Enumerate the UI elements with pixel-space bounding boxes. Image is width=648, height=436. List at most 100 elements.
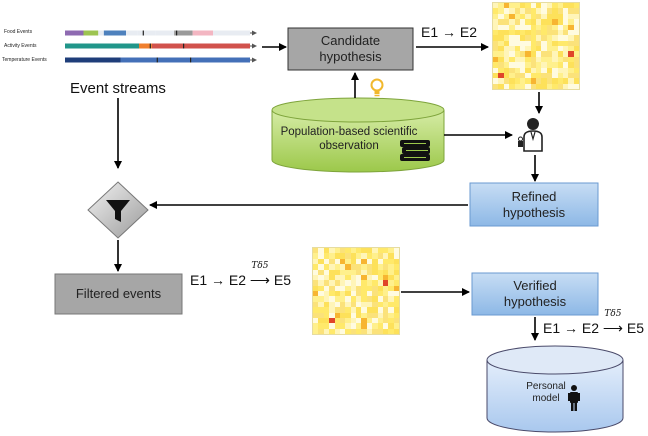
heatmap-cell xyxy=(318,312,324,318)
heatmap-cell xyxy=(557,83,563,89)
heatmap-cell xyxy=(503,56,510,63)
heatmap-cell xyxy=(552,83,558,89)
heatmap-cell xyxy=(536,56,542,63)
heatmap-cell xyxy=(573,46,579,52)
heatmap-cell xyxy=(339,280,346,286)
heatmap-cell xyxy=(329,307,335,313)
heatmap-cell xyxy=(498,29,504,36)
heatmap-cell xyxy=(541,83,547,89)
heatmap-cell xyxy=(541,67,547,73)
heatmap-cell xyxy=(339,269,346,275)
heatmap-cell xyxy=(382,328,389,334)
heatmap-cell xyxy=(382,253,389,259)
heatmap-cell xyxy=(372,264,378,270)
stream-segment xyxy=(120,57,250,63)
heatmap-cell xyxy=(366,269,373,275)
heatmap-cell xyxy=(329,253,335,259)
heatmap-cell xyxy=(313,328,319,334)
heatmap-cell xyxy=(530,46,536,52)
heatmap-cell xyxy=(536,19,542,25)
heatmap-cell xyxy=(552,72,558,79)
heatmap-cell xyxy=(323,274,330,281)
heatmap-cell xyxy=(568,24,574,30)
heatmap-cell xyxy=(562,72,569,79)
heatmap-cell xyxy=(318,291,324,297)
heatmap-cell xyxy=(345,248,351,254)
formula-verified-superscript: Tδ5 xyxy=(604,309,622,319)
heatmap-cell xyxy=(568,56,574,63)
heatmap-cell xyxy=(318,248,324,254)
heatmap-cell xyxy=(323,301,330,308)
heatmap-cell xyxy=(366,253,373,259)
heatmap-cell xyxy=(503,8,510,14)
person-icon xyxy=(568,385,580,411)
heatmap-cell xyxy=(509,67,515,73)
heatmap-cell xyxy=(366,296,373,302)
heatmap-cell xyxy=(530,72,536,79)
heatmap-cell xyxy=(562,62,569,68)
heatmap-cell xyxy=(573,56,579,63)
heatmap-cell xyxy=(366,248,373,254)
personal-model-label: Personal model xyxy=(526,381,566,404)
heatmap-cell xyxy=(519,3,526,9)
heatmap-cell xyxy=(562,56,569,63)
stream-label-food: Food Events xyxy=(4,29,33,35)
filtered-events-label: Filtered events xyxy=(75,286,162,302)
heatmap-cell xyxy=(530,83,536,89)
heatmap-cell xyxy=(557,24,563,30)
heatmap-cell xyxy=(382,307,389,313)
formula-filtered-left: E1 → E2 xyxy=(190,272,247,288)
heatmap-cell xyxy=(377,253,383,259)
heatmap-cell xyxy=(318,258,324,265)
heatmap-cell xyxy=(503,19,510,25)
heatmap-cell xyxy=(525,19,531,25)
heatmap-cell xyxy=(493,51,499,57)
heatmap-cell xyxy=(546,3,553,9)
heatmap-cell xyxy=(568,78,574,84)
heatmap-cell xyxy=(350,253,356,259)
heatmap-cell xyxy=(557,40,563,46)
heatmap-cell xyxy=(313,280,319,286)
heatmap-cell xyxy=(366,307,373,313)
heatmap-cell xyxy=(361,274,367,281)
heatmap-cell xyxy=(339,296,346,302)
heatmap-cell xyxy=(562,67,569,73)
heatmap-cell xyxy=(557,29,563,36)
heatmap-cell xyxy=(372,317,378,324)
stream-segment xyxy=(192,30,213,36)
heatmap-cell xyxy=(393,264,399,270)
heatmap-cell xyxy=(334,258,340,265)
heatmap-cell xyxy=(525,83,531,89)
heatmap-cell xyxy=(318,285,324,291)
heatmap-cell xyxy=(498,67,504,73)
heatmap-cell xyxy=(519,67,526,73)
heatmap-cell xyxy=(552,35,558,41)
formula-filtered-superscript: Tδ5 xyxy=(251,261,269,271)
heatmap-cell xyxy=(323,258,330,265)
heatmap-cell xyxy=(546,46,553,52)
heatmap-cell xyxy=(493,24,499,30)
heatmap-cell xyxy=(393,296,399,302)
heatmap-cell xyxy=(323,280,330,286)
heatmap-cell xyxy=(339,307,346,313)
population-label: Population-based scientific observation xyxy=(280,126,418,152)
heatmap-cell xyxy=(350,291,356,297)
heatmap-cell xyxy=(329,291,335,297)
heatmap-cell xyxy=(393,307,399,313)
heatmap-cell xyxy=(382,285,389,291)
heatmap-cell xyxy=(356,296,362,302)
heatmap-cell xyxy=(498,13,504,20)
stream-segment xyxy=(126,30,138,36)
heatmap-cell xyxy=(562,3,569,9)
heatmap-cell xyxy=(573,29,579,36)
heatmap-cell xyxy=(536,72,542,79)
heatmap-cell xyxy=(366,312,373,318)
heatmap-cell xyxy=(393,258,399,265)
heatmap-cell xyxy=(372,285,378,291)
heatmap-cell xyxy=(546,72,553,79)
heatmap-cell xyxy=(318,269,324,275)
heatmap-cell xyxy=(519,78,526,84)
heatmap-cell xyxy=(388,248,394,254)
stream-label-activity: Activity Events xyxy=(4,43,37,49)
heatmap-cell xyxy=(339,274,346,281)
